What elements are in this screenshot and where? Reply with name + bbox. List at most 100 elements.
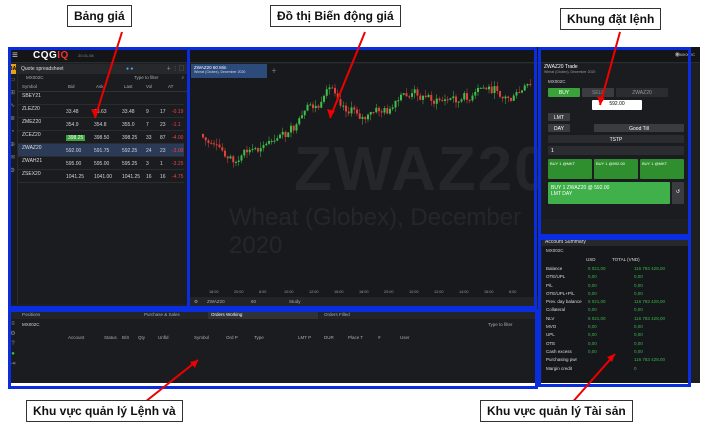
sidebar-item-8[interactable]: ⚙	[9, 168, 16, 174]
account-title[interactable]: Account Summary	[545, 239, 586, 245]
orders-account[interactable]: MX002C	[22, 322, 40, 327]
orders-filter[interactable]: Type to filter	[488, 322, 513, 327]
quote-change: -4.75	[172, 174, 184, 180]
orders-column-header[interactable]: Place T	[348, 335, 364, 340]
duration-select[interactable]: DAY	[548, 124, 570, 132]
col-last[interactable]: Last	[124, 84, 133, 89]
buy-limit-button[interactable]: BUY 1 @592.00	[594, 159, 638, 179]
quote-ask[interactable]: 591.75	[94, 148, 110, 154]
ba-badge: BA	[8, 64, 17, 74]
orders-column-header[interactable]: DUR	[324, 335, 334, 340]
order-type-select[interactable]: LMT	[548, 113, 570, 121]
col-vol[interactable]: Vol	[146, 84, 153, 89]
tab-purchase-sales[interactable]: Purchase & Sales	[144, 312, 180, 317]
quote-row[interactable]: ZSEX20 1041.25 1041.00 1041.25 16 16 -4.…	[8, 170, 184, 183]
orders-column-header[interactable]: Type	[254, 335, 264, 340]
undo-icon[interactable]: ↺	[672, 182, 684, 204]
quote-ask[interactable]: 595.00	[94, 161, 110, 167]
search-icon[interactable]: ⌕	[181, 75, 184, 80]
col-symbol[interactable]: Symbol	[22, 84, 38, 89]
quote-bid[interactable]: 1041.25	[66, 174, 85, 180]
col-at[interactable]: AT	[168, 84, 174, 89]
quote-ask[interactable]: 398.50	[94, 135, 110, 141]
buy-mkt-button-2[interactable]: BUY 1 @MKT	[640, 159, 684, 179]
candle-body	[204, 137, 207, 141]
candle-body	[391, 107, 394, 109]
menu-icon[interactable]: ≡	[12, 50, 18, 61]
quote-bid[interactable]: 33.48	[66, 109, 79, 115]
quote-filter[interactable]: Type to filter	[134, 75, 159, 80]
chart-symbol-field[interactable]: ZWAZ20	[207, 299, 225, 304]
quote-bid[interactable]: 354.9	[66, 122, 79, 128]
sell-toggle[interactable]: SELL	[582, 88, 614, 97]
list-icon[interactable]: ≡	[11, 321, 15, 327]
chart-gear-icon[interactable]: ⚙	[194, 299, 199, 304]
account-key: OTE	[546, 340, 556, 346]
candle-body	[416, 89, 419, 96]
quote-ask[interactable]: 1041.00	[94, 174, 113, 180]
trade-title[interactable]: ZWAZ20 Trade	[544, 64, 578, 70]
tab-positions[interactable]: Positions	[22, 312, 41, 317]
orders-column-header[interactable]: Symbol	[194, 335, 210, 340]
sidebar-item-4[interactable]: ≣	[9, 116, 16, 122]
orders-column-header[interactable]: Unfld	[158, 335, 169, 340]
candle-body	[501, 96, 504, 99]
chart-study-button[interactable]: Study	[289, 299, 301, 304]
orders-column-header[interactable]: User	[400, 335, 410, 340]
sidebar-item-5[interactable]: ◔	[10, 129, 15, 135]
candle-body	[457, 101, 460, 103]
quantity-field[interactable]: 1	[548, 146, 684, 155]
col-bid[interactable]: Bid	[68, 84, 75, 89]
quote-bid[interactable]: 398.25	[66, 135, 86, 141]
orders-column-header[interactable]: Status	[104, 335, 117, 340]
candle-body	[207, 140, 210, 143]
sidebar-item-7[interactable]: ✉	[9, 155, 16, 161]
sidebar-item-3[interactable]: ∿	[9, 103, 16, 109]
quote-bid[interactable]: 595.00	[66, 161, 82, 167]
orders-column-header[interactable]: #	[378, 335, 381, 340]
account-icon[interactable]: ◉	[674, 52, 680, 58]
buy-mkt-button-1[interactable]: BUY 1 @MKT	[548, 159, 592, 179]
quote-bid[interactable]: 592.00	[66, 148, 82, 154]
sidebar-item-6[interactable]: ⊕	[9, 142, 16, 148]
orders-column-header[interactable]: B/S	[122, 335, 130, 340]
quote-title[interactable]: Quote spreadsheet	[21, 66, 64, 72]
quote-ask[interactable]: 354.8	[94, 122, 107, 128]
orders-column-header[interactable]: LMT P	[298, 335, 312, 340]
add-tab-icon[interactable]: ＋	[271, 69, 278, 75]
candle-body	[460, 99, 463, 102]
candle-body	[221, 147, 224, 151]
main-buy-button[interactable]: BUY 1 ZWAZ20 @ 592.00 LMT DAY	[548, 182, 670, 204]
quote-row[interactable]: ZMEZ20 354.9 354.8 355.0 7 23 -1.1	[8, 118, 184, 131]
candle-body	[301, 115, 303, 119]
quote-row[interactable]: ZCEZ20 398.25 398.50 398.25 33 87 -4.00	[8, 131, 184, 144]
quote-symbol: SBEY21	[22, 93, 41, 99]
trade-account[interactable]: MX002C	[548, 79, 566, 84]
quote-tools-icon[interactable]: ＋ ⋮ ▢	[166, 66, 184, 72]
good-till-field[interactable]: Good Till	[594, 124, 684, 132]
tab-orders-filled[interactable]: Orders Filled	[324, 312, 350, 317]
candle-body	[518, 92, 521, 94]
orders-column-header[interactable]: Ord P	[226, 335, 238, 340]
orders-column-header[interactable]: Account	[68, 335, 85, 340]
quote-at: 23	[160, 122, 166, 128]
quote-account[interactable]: MX002C	[26, 75, 44, 80]
sidebar-item-1[interactable]: ▭	[9, 77, 16, 83]
candle-body	[323, 95, 325, 102]
time-tick: 12:00	[309, 290, 319, 294]
trade-symbol-field[interactable]: ZWAZ20	[616, 88, 668, 97]
settings-icon[interactable]: ⚙	[10, 331, 16, 337]
chart-interval[interactable]: 60	[251, 299, 257, 304]
account-id[interactable]: MX002C	[546, 248, 564, 253]
export-icon[interactable]: ⇥	[10, 361, 16, 367]
quote-row[interactable]: ZWAH21 595.00 595.00 595.25 3 1 -3.25	[8, 157, 184, 170]
help-icon[interactable]: ?	[11, 341, 15, 347]
orders-column-header[interactable]: Qty	[138, 335, 146, 340]
chart-tab[interactable]: ZWAZ20 60 Min Wheat (Globex), December 2…	[191, 64, 267, 78]
buy-toggle[interactable]: BUY	[548, 88, 580, 97]
sidebar-item-2[interactable]: ⊞	[9, 90, 16, 96]
quote-row[interactable]: ZWAZ20 592.00 591.75 592.25 24 23 -3.00	[8, 144, 184, 157]
tstp-field[interactable]: TSTP	[548, 135, 684, 143]
tab-orders-working[interactable]: Orders Working	[208, 309, 318, 319]
candle-body	[262, 145, 265, 149]
